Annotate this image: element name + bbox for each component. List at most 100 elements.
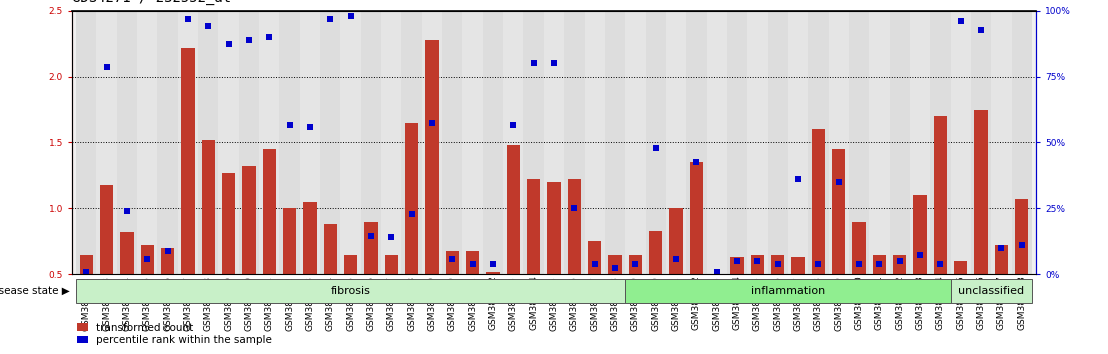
Bar <box>401 11 422 274</box>
Point <box>98 64 115 70</box>
Bar <box>121 232 134 340</box>
Point <box>199 24 217 29</box>
Bar <box>852 222 865 340</box>
Bar <box>893 255 906 340</box>
Bar <box>324 224 337 340</box>
Bar <box>506 145 520 340</box>
Bar <box>812 129 825 340</box>
Point <box>138 256 156 261</box>
Bar <box>243 166 256 340</box>
Bar <box>1015 199 1028 340</box>
Point <box>810 261 828 267</box>
Bar <box>931 11 951 274</box>
Bar <box>527 179 541 340</box>
Bar <box>343 255 357 340</box>
Bar <box>544 11 564 274</box>
Text: inflammation: inflammation <box>751 286 825 296</box>
Bar <box>283 209 296 340</box>
Bar <box>849 11 869 274</box>
Point <box>667 256 685 261</box>
Bar <box>466 251 480 340</box>
Bar <box>320 11 340 274</box>
Point <box>301 124 319 130</box>
Point <box>545 61 563 66</box>
Point <box>179 16 197 21</box>
Bar <box>669 209 683 340</box>
Point <box>789 177 807 182</box>
Bar <box>384 255 398 340</box>
Bar <box>829 11 849 274</box>
Bar <box>567 179 581 340</box>
Bar <box>808 11 829 274</box>
Bar <box>730 257 743 340</box>
Point <box>728 258 746 264</box>
Bar <box>690 162 702 340</box>
Bar <box>873 255 886 340</box>
Bar <box>340 11 361 274</box>
Point <box>219 41 237 46</box>
Bar <box>547 182 561 340</box>
Bar <box>649 231 663 340</box>
Bar <box>625 11 646 274</box>
Bar <box>934 116 947 340</box>
Text: GDS4271 / 232552_at: GDS4271 / 232552_at <box>72 0 232 5</box>
Point <box>606 265 624 270</box>
Bar <box>869 11 890 274</box>
Bar <box>788 11 808 274</box>
Point <box>911 252 929 257</box>
Point <box>280 122 298 128</box>
Bar <box>157 11 177 274</box>
Bar <box>406 123 418 340</box>
Point <box>1013 242 1030 248</box>
Bar <box>832 149 845 340</box>
Bar <box>771 255 784 340</box>
Bar <box>768 11 788 274</box>
Bar <box>182 47 195 340</box>
Point <box>626 261 644 267</box>
Point <box>749 258 767 264</box>
Bar <box>198 11 218 274</box>
Bar <box>137 11 157 274</box>
Bar <box>747 11 768 274</box>
Bar <box>503 11 523 274</box>
Bar <box>910 11 931 274</box>
Bar <box>422 11 442 274</box>
Bar <box>710 278 724 340</box>
Text: unclassified: unclassified <box>958 286 1024 296</box>
Bar <box>585 11 605 274</box>
Point <box>382 235 400 240</box>
Bar <box>462 11 483 274</box>
Bar <box>992 11 1012 274</box>
Bar <box>951 11 971 274</box>
Bar <box>564 11 585 274</box>
Text: disease state ▶: disease state ▶ <box>0 286 70 296</box>
Bar <box>646 11 666 274</box>
Point <box>586 261 604 267</box>
Bar <box>100 185 113 340</box>
Bar <box>1012 11 1032 274</box>
Bar <box>445 251 459 340</box>
Bar <box>222 173 235 340</box>
Bar <box>381 11 401 274</box>
Point <box>119 208 136 214</box>
Point <box>240 37 258 42</box>
Point <box>443 256 461 261</box>
Bar <box>686 11 707 274</box>
Point <box>932 261 950 267</box>
Point <box>423 120 441 126</box>
Point <box>993 245 1010 251</box>
Point <box>78 269 95 275</box>
Bar <box>202 140 215 340</box>
Bar <box>751 255 765 340</box>
Bar <box>239 11 259 274</box>
Bar <box>76 279 625 303</box>
Point <box>484 261 502 267</box>
Point <box>891 258 909 264</box>
Legend: transformed count, percentile rank within the sample: transformed count, percentile rank withi… <box>78 322 271 345</box>
Bar <box>263 149 276 340</box>
Point <box>362 233 380 239</box>
Bar <box>304 202 317 340</box>
Bar <box>971 11 992 274</box>
Point <box>565 206 583 211</box>
Point <box>850 261 868 267</box>
